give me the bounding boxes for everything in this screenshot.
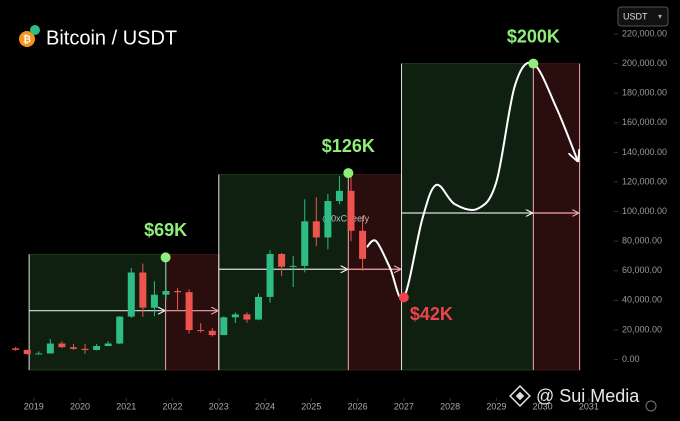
- settings-icon[interactable]: [645, 400, 657, 412]
- y-tick-label: 20,000.00: [622, 324, 662, 334]
- x-tick-label: 2023: [209, 401, 229, 411]
- x-tick-label: 2025: [301, 401, 321, 411]
- candle-body: [335, 190, 343, 202]
- price-marker: [398, 292, 409, 303]
- candle-body: [266, 254, 274, 297]
- bear-zone: [347, 174, 403, 371]
- candle-body: [23, 349, 31, 355]
- x-tick-label: 2026: [348, 401, 368, 411]
- price-label: $126K: [322, 136, 375, 156]
- candle-body: [69, 347, 77, 349]
- x-tick-label: 2022: [163, 401, 183, 411]
- x-tick-label: 2019: [24, 401, 44, 411]
- candle-body: [359, 230, 367, 259]
- price-marker: [160, 252, 171, 263]
- candle-body: [150, 294, 158, 308]
- candle-body: [208, 330, 216, 336]
- candle-body: [104, 343, 112, 347]
- x-tick-label: 2028: [440, 401, 460, 411]
- candle-body: [127, 272, 135, 317]
- currency-select[interactable]: [617, 6, 669, 27]
- x-tick-label: 2029: [486, 401, 506, 411]
- x-tick-label: 2021: [116, 401, 136, 411]
- candle-body: [162, 290, 170, 295]
- candle-body: [46, 343, 54, 354]
- price-label: $42K: [410, 304, 453, 324]
- price-marker: [528, 58, 539, 69]
- candle-body: [185, 292, 193, 331]
- watermark: @0xCheefy: [322, 213, 370, 223]
- btc-symbol: ₿: [23, 34, 31, 46]
- candle-body: [278, 254, 286, 267]
- candle-body: [81, 348, 89, 351]
- candle-body: [174, 290, 182, 293]
- y-tick-label: 40,000.00: [622, 295, 662, 305]
- x-tick-label: 2030: [533, 401, 553, 411]
- sui-logo: [509, 385, 531, 407]
- y-tick-label: 160,000.00: [622, 117, 667, 127]
- price-label: $200K: [507, 26, 560, 46]
- candle-body: [289, 265, 297, 267]
- candle-body: [35, 353, 43, 355]
- candle-body: [254, 296, 262, 320]
- x-tick-label: 2031: [579, 401, 599, 411]
- x-tick-label: 2027: [394, 401, 414, 411]
- candle-body: [312, 221, 320, 238]
- footer-credit: @ Sui Media: [536, 386, 640, 406]
- status-icon: [30, 25, 40, 35]
- y-tick-label: 120,000.00: [622, 176, 667, 186]
- y-tick-label: 80,000.00: [622, 236, 662, 246]
- price-label: $69K: [144, 220, 187, 240]
- candle-body: [220, 317, 228, 336]
- candle-body: [301, 221, 309, 266]
- currency-label[interactable]: USDT: [623, 11, 648, 21]
- candle-body: [116, 316, 124, 344]
- candle-body: [197, 330, 205, 332]
- candle-body: [139, 272, 147, 308]
- y-tick-label: 0.00: [622, 354, 640, 364]
- candle-body: [231, 314, 239, 318]
- x-tick-label: 2024: [255, 401, 275, 411]
- y-tick-label: 140,000.00: [622, 147, 667, 157]
- y-tick-label: 220,000.00: [622, 28, 667, 38]
- candle-body: [347, 190, 355, 231]
- candle-body: [58, 343, 66, 348]
- plot-background: [28, 63, 581, 371]
- chart-title: Bitcoin / USDT: [46, 27, 177, 49]
- candle-body: [93, 346, 101, 351]
- y-tick-label: 200,000.00: [622, 58, 667, 68]
- y-tick-label: 100,000.00: [622, 206, 667, 216]
- candle-body: [324, 201, 332, 238]
- x-tick-label: 2020: [70, 401, 90, 411]
- price-marker: [343, 168, 354, 179]
- btc-icon: [19, 31, 35, 47]
- bear-zone: [532, 63, 581, 371]
- dropdown-caret[interactable]: ▾: [658, 12, 662, 21]
- y-tick-label: 60,000.00: [622, 265, 662, 275]
- y-tick-label: 180,000.00: [622, 88, 667, 98]
- candle-body: [12, 348, 20, 350]
- candle-body: [243, 314, 251, 320]
